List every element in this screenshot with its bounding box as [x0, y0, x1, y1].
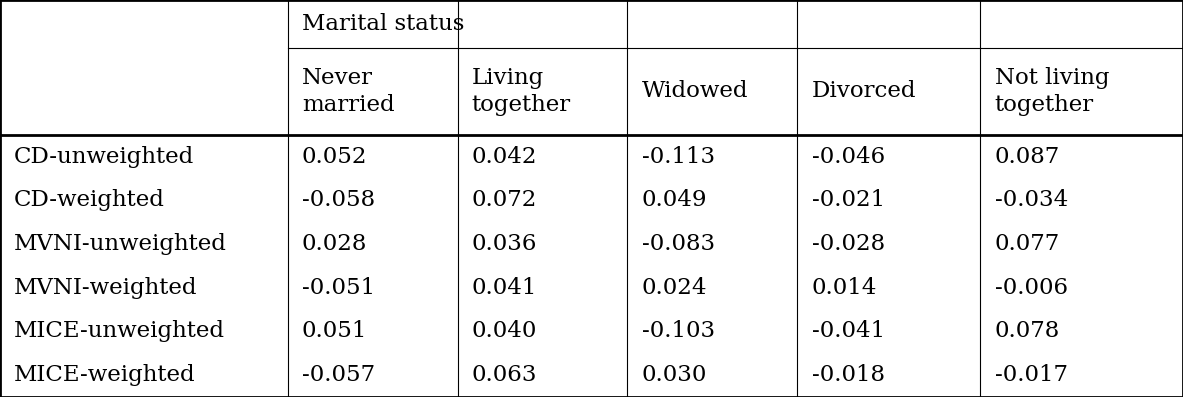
Text: MVNI-weighted: MVNI-weighted [14, 277, 198, 299]
Text: 0.042: 0.042 [472, 146, 537, 168]
Text: -0.028: -0.028 [812, 233, 885, 255]
Text: 0.078: 0.078 [995, 320, 1060, 343]
Text: Never
married: Never married [302, 67, 394, 116]
Text: -0.103: -0.103 [641, 320, 715, 343]
Text: 0.036: 0.036 [472, 233, 537, 255]
Text: 0.077: 0.077 [995, 233, 1060, 255]
Text: 0.014: 0.014 [812, 277, 877, 299]
Text: MVNI-unweighted: MVNI-unweighted [14, 233, 227, 255]
Text: 0.051: 0.051 [302, 320, 367, 343]
Text: -0.051: -0.051 [302, 277, 375, 299]
Text: -0.083: -0.083 [641, 233, 715, 255]
Text: CD-unweighted: CD-unweighted [14, 146, 194, 168]
Text: Not living
together: Not living together [995, 67, 1110, 116]
Text: -0.021: -0.021 [812, 189, 885, 212]
Text: -0.034: -0.034 [995, 189, 1068, 212]
Text: 0.049: 0.049 [641, 189, 707, 212]
Text: -0.113: -0.113 [641, 146, 715, 168]
Text: 0.063: 0.063 [472, 364, 537, 386]
Text: 0.040: 0.040 [472, 320, 537, 343]
Text: MICE-weighted: MICE-weighted [14, 364, 196, 386]
Text: Marital status: Marital status [302, 13, 464, 35]
Text: 0.072: 0.072 [472, 189, 537, 212]
Text: -0.058: -0.058 [302, 189, 375, 212]
Text: 0.028: 0.028 [302, 233, 367, 255]
Text: -0.018: -0.018 [812, 364, 885, 386]
Text: -0.057: -0.057 [302, 364, 375, 386]
Text: 0.041: 0.041 [472, 277, 537, 299]
Text: -0.006: -0.006 [995, 277, 1068, 299]
Text: 0.087: 0.087 [995, 146, 1060, 168]
Text: CD-weighted: CD-weighted [14, 189, 166, 212]
Text: -0.046: -0.046 [812, 146, 885, 168]
Text: 0.024: 0.024 [641, 277, 707, 299]
Text: -0.017: -0.017 [995, 364, 1067, 386]
Text: -0.041: -0.041 [812, 320, 885, 343]
Text: 0.030: 0.030 [641, 364, 707, 386]
Text: Widowed: Widowed [641, 80, 748, 102]
Text: MICE-unweighted: MICE-unweighted [14, 320, 225, 343]
Text: Living
together: Living together [472, 67, 571, 116]
Text: Divorced: Divorced [812, 80, 916, 102]
Text: 0.052: 0.052 [302, 146, 367, 168]
